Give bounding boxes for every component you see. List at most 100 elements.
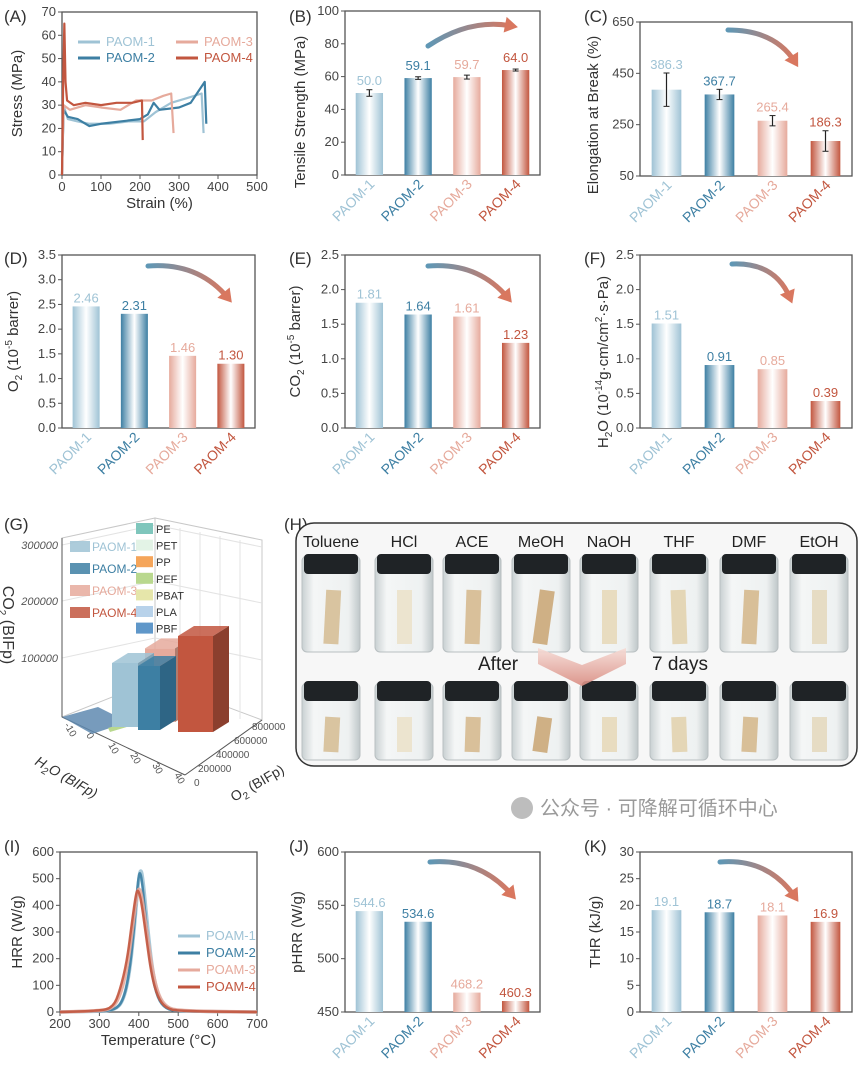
category-label: PAOM-4 (190, 429, 239, 478)
panel-label: (C) (584, 7, 608, 26)
film-strip (532, 589, 555, 645)
film-strip (741, 716, 759, 753)
category-label: PAOM-4 (475, 176, 524, 225)
solvent-label: Toluene (303, 534, 359, 551)
value-label: 534.6 (402, 906, 435, 921)
y-tick-label: 1.5 (38, 346, 56, 361)
y-axis-label: O2 (10-5 barrer) (4, 291, 25, 392)
legend-label: POAM-4 (206, 979, 256, 994)
category-label: PAOM-1 (626, 1013, 675, 1062)
y-tick-label: 650 (612, 14, 634, 29)
y-tick-label: 800000 (252, 722, 286, 733)
y-tick-label: 0.5 (321, 385, 339, 400)
film-strip (323, 589, 342, 645)
value-label: 186.3 (809, 115, 842, 130)
vial-cap (304, 681, 358, 701)
label-part: THR (kJ/g) (587, 896, 604, 969)
film-strip (464, 716, 481, 753)
x-axis-label: Strain (%) (126, 195, 193, 212)
value-label: 1.46 (170, 340, 195, 355)
vial-cap (514, 681, 568, 701)
legend-label: PBAT (156, 590, 184, 602)
y-tick-label: 1.0 (616, 351, 634, 366)
category-label: PAOM-2 (94, 429, 143, 478)
film-strip (397, 590, 412, 644)
value-label: 2.46 (73, 290, 98, 305)
x-tick-label: 10 (105, 741, 120, 757)
legend-label: PAOM-4 (92, 606, 137, 620)
value-label: 50.0 (357, 73, 382, 88)
label-part: ·s·Pa) (595, 276, 612, 317)
solvent-label: EtOH (799, 534, 838, 551)
x-tick-label: 500 (246, 179, 268, 194)
watermark: 公众号 · 可降解可循环中心 (540, 797, 778, 820)
trend-arrow-head (497, 287, 512, 303)
solvent-label: MeOH (518, 534, 564, 551)
value-label: 460.3 (499, 985, 532, 1000)
category-label: PAOM-2 (378, 429, 427, 478)
label-part: -5 (286, 334, 297, 343)
label-part: Elongation at Break (%) (585, 36, 602, 194)
trend-arrow-head (784, 51, 799, 68)
bar (757, 915, 788, 1012)
solvent-label: HCl (391, 534, 418, 551)
value-label: 19.1 (654, 894, 679, 909)
plot-frame (61, 254, 256, 429)
film-strip (323, 716, 341, 753)
vial-cap (652, 554, 706, 574)
y-tick-label: 500 (32, 871, 54, 886)
label-part: H (595, 437, 612, 448)
value-label: 1.81 (357, 287, 382, 302)
x-tick-label: 300 (168, 179, 190, 194)
y-tick-label: 2.0 (616, 282, 634, 297)
label-part: O (10 (595, 394, 612, 432)
y-tick-label: 20 (42, 120, 56, 135)
value-label: 1.30 (218, 348, 243, 363)
category-label: PAOM-1 (329, 176, 378, 225)
label-part: HRR (W/g) (9, 895, 26, 968)
value-label: 1.51 (654, 308, 679, 323)
film-strip (397, 717, 412, 752)
z-tick-label: 100000 (21, 653, 59, 665)
x-tick-label: 30 (149, 761, 164, 777)
bar (355, 302, 384, 428)
x-tick-label: 400 (207, 179, 229, 194)
y-tick-label: 15 (620, 924, 634, 939)
y-axis-label: Tensile Strength (MPa) (292, 36, 309, 189)
y-tick-label: 1.0 (38, 371, 56, 386)
vial-cap (514, 554, 568, 574)
y-tick-label: 10 (620, 951, 634, 966)
x-tick-label: 300 (89, 1016, 111, 1031)
value-label: 59.7 (454, 57, 479, 72)
category-label: PAOM-1 (626, 177, 675, 226)
x-tick-label: 0 (58, 179, 65, 194)
label-part: -5 (4, 340, 15, 349)
y-axis (184, 719, 263, 776)
bar (501, 70, 530, 175)
x-tick-label: 40 (171, 771, 186, 787)
category-label: PAOM-4 (475, 1013, 524, 1062)
x-tick-label: 500 (167, 1016, 189, 1031)
film-strip (532, 716, 553, 753)
value-label: 18.7 (707, 896, 732, 911)
category-label: PAOM-2 (679, 429, 728, 478)
bar (355, 911, 384, 1012)
solvent-label: DMF (732, 534, 767, 551)
trend-arrow-head (784, 886, 799, 902)
y-tick-label: 300 (32, 924, 54, 939)
legend-label: POAM-2 (206, 945, 256, 960)
category-label: PAOM-4 (785, 177, 834, 226)
after-label: After (478, 654, 519, 675)
series-line (60, 92, 175, 176)
label-part: 2 (14, 374, 25, 380)
series-line (60, 80, 208, 176)
legend-label: PET (156, 541, 178, 553)
category-label: PAOM-3 (732, 429, 781, 478)
label-part: barrer) (5, 291, 22, 340)
y-tick-label: 2.0 (38, 321, 56, 336)
bar (453, 316, 481, 428)
vial-cap (722, 681, 776, 701)
solvent-label: THF (663, 534, 694, 551)
label-part: 2 (594, 316, 605, 322)
legend-label: PBF (156, 624, 178, 636)
